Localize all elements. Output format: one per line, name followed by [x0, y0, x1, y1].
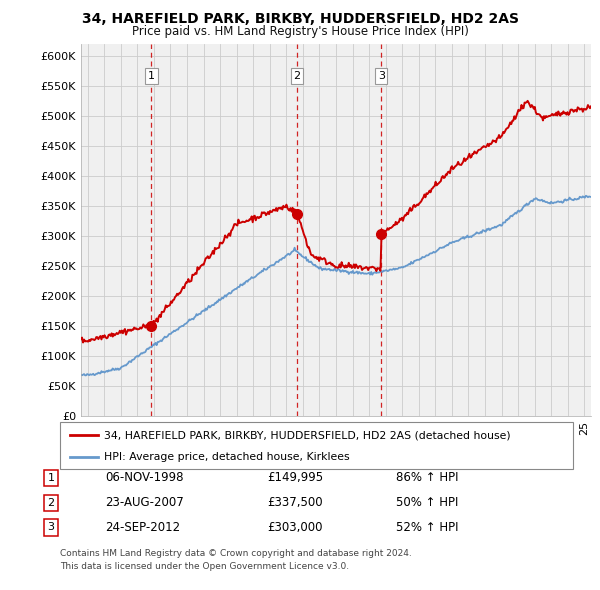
- Text: £337,500: £337,500: [267, 496, 323, 509]
- Text: 34, HAREFIELD PARK, BIRKBY, HUDDERSFIELD, HD2 2AS (detached house): 34, HAREFIELD PARK, BIRKBY, HUDDERSFIELD…: [104, 430, 510, 440]
- FancyBboxPatch shape: [60, 422, 573, 469]
- Text: £149,995: £149,995: [267, 471, 323, 484]
- Text: 3: 3: [378, 71, 385, 81]
- Text: Price paid vs. HM Land Registry's House Price Index (HPI): Price paid vs. HM Land Registry's House …: [131, 25, 469, 38]
- Text: 1: 1: [47, 473, 55, 483]
- Text: This data is licensed under the Open Government Licence v3.0.: This data is licensed under the Open Gov…: [60, 562, 349, 571]
- Text: 50% ↑ HPI: 50% ↑ HPI: [396, 496, 458, 509]
- Text: HPI: Average price, detached house, Kirklees: HPI: Average price, detached house, Kirk…: [104, 453, 349, 462]
- Text: 3: 3: [47, 523, 55, 532]
- Text: 34, HAREFIELD PARK, BIRKBY, HUDDERSFIELD, HD2 2AS: 34, HAREFIELD PARK, BIRKBY, HUDDERSFIELD…: [82, 12, 518, 26]
- Text: 24-SEP-2012: 24-SEP-2012: [105, 521, 180, 534]
- Text: 23-AUG-2007: 23-AUG-2007: [105, 496, 184, 509]
- Text: 2: 2: [47, 498, 55, 507]
- Text: Contains HM Land Registry data © Crown copyright and database right 2024.: Contains HM Land Registry data © Crown c…: [60, 549, 412, 558]
- Text: £303,000: £303,000: [267, 521, 323, 534]
- Text: 06-NOV-1998: 06-NOV-1998: [105, 471, 184, 484]
- Text: 1: 1: [148, 71, 155, 81]
- Text: 86% ↑ HPI: 86% ↑ HPI: [396, 471, 458, 484]
- Text: 52% ↑ HPI: 52% ↑ HPI: [396, 521, 458, 534]
- Text: 2: 2: [293, 71, 301, 81]
